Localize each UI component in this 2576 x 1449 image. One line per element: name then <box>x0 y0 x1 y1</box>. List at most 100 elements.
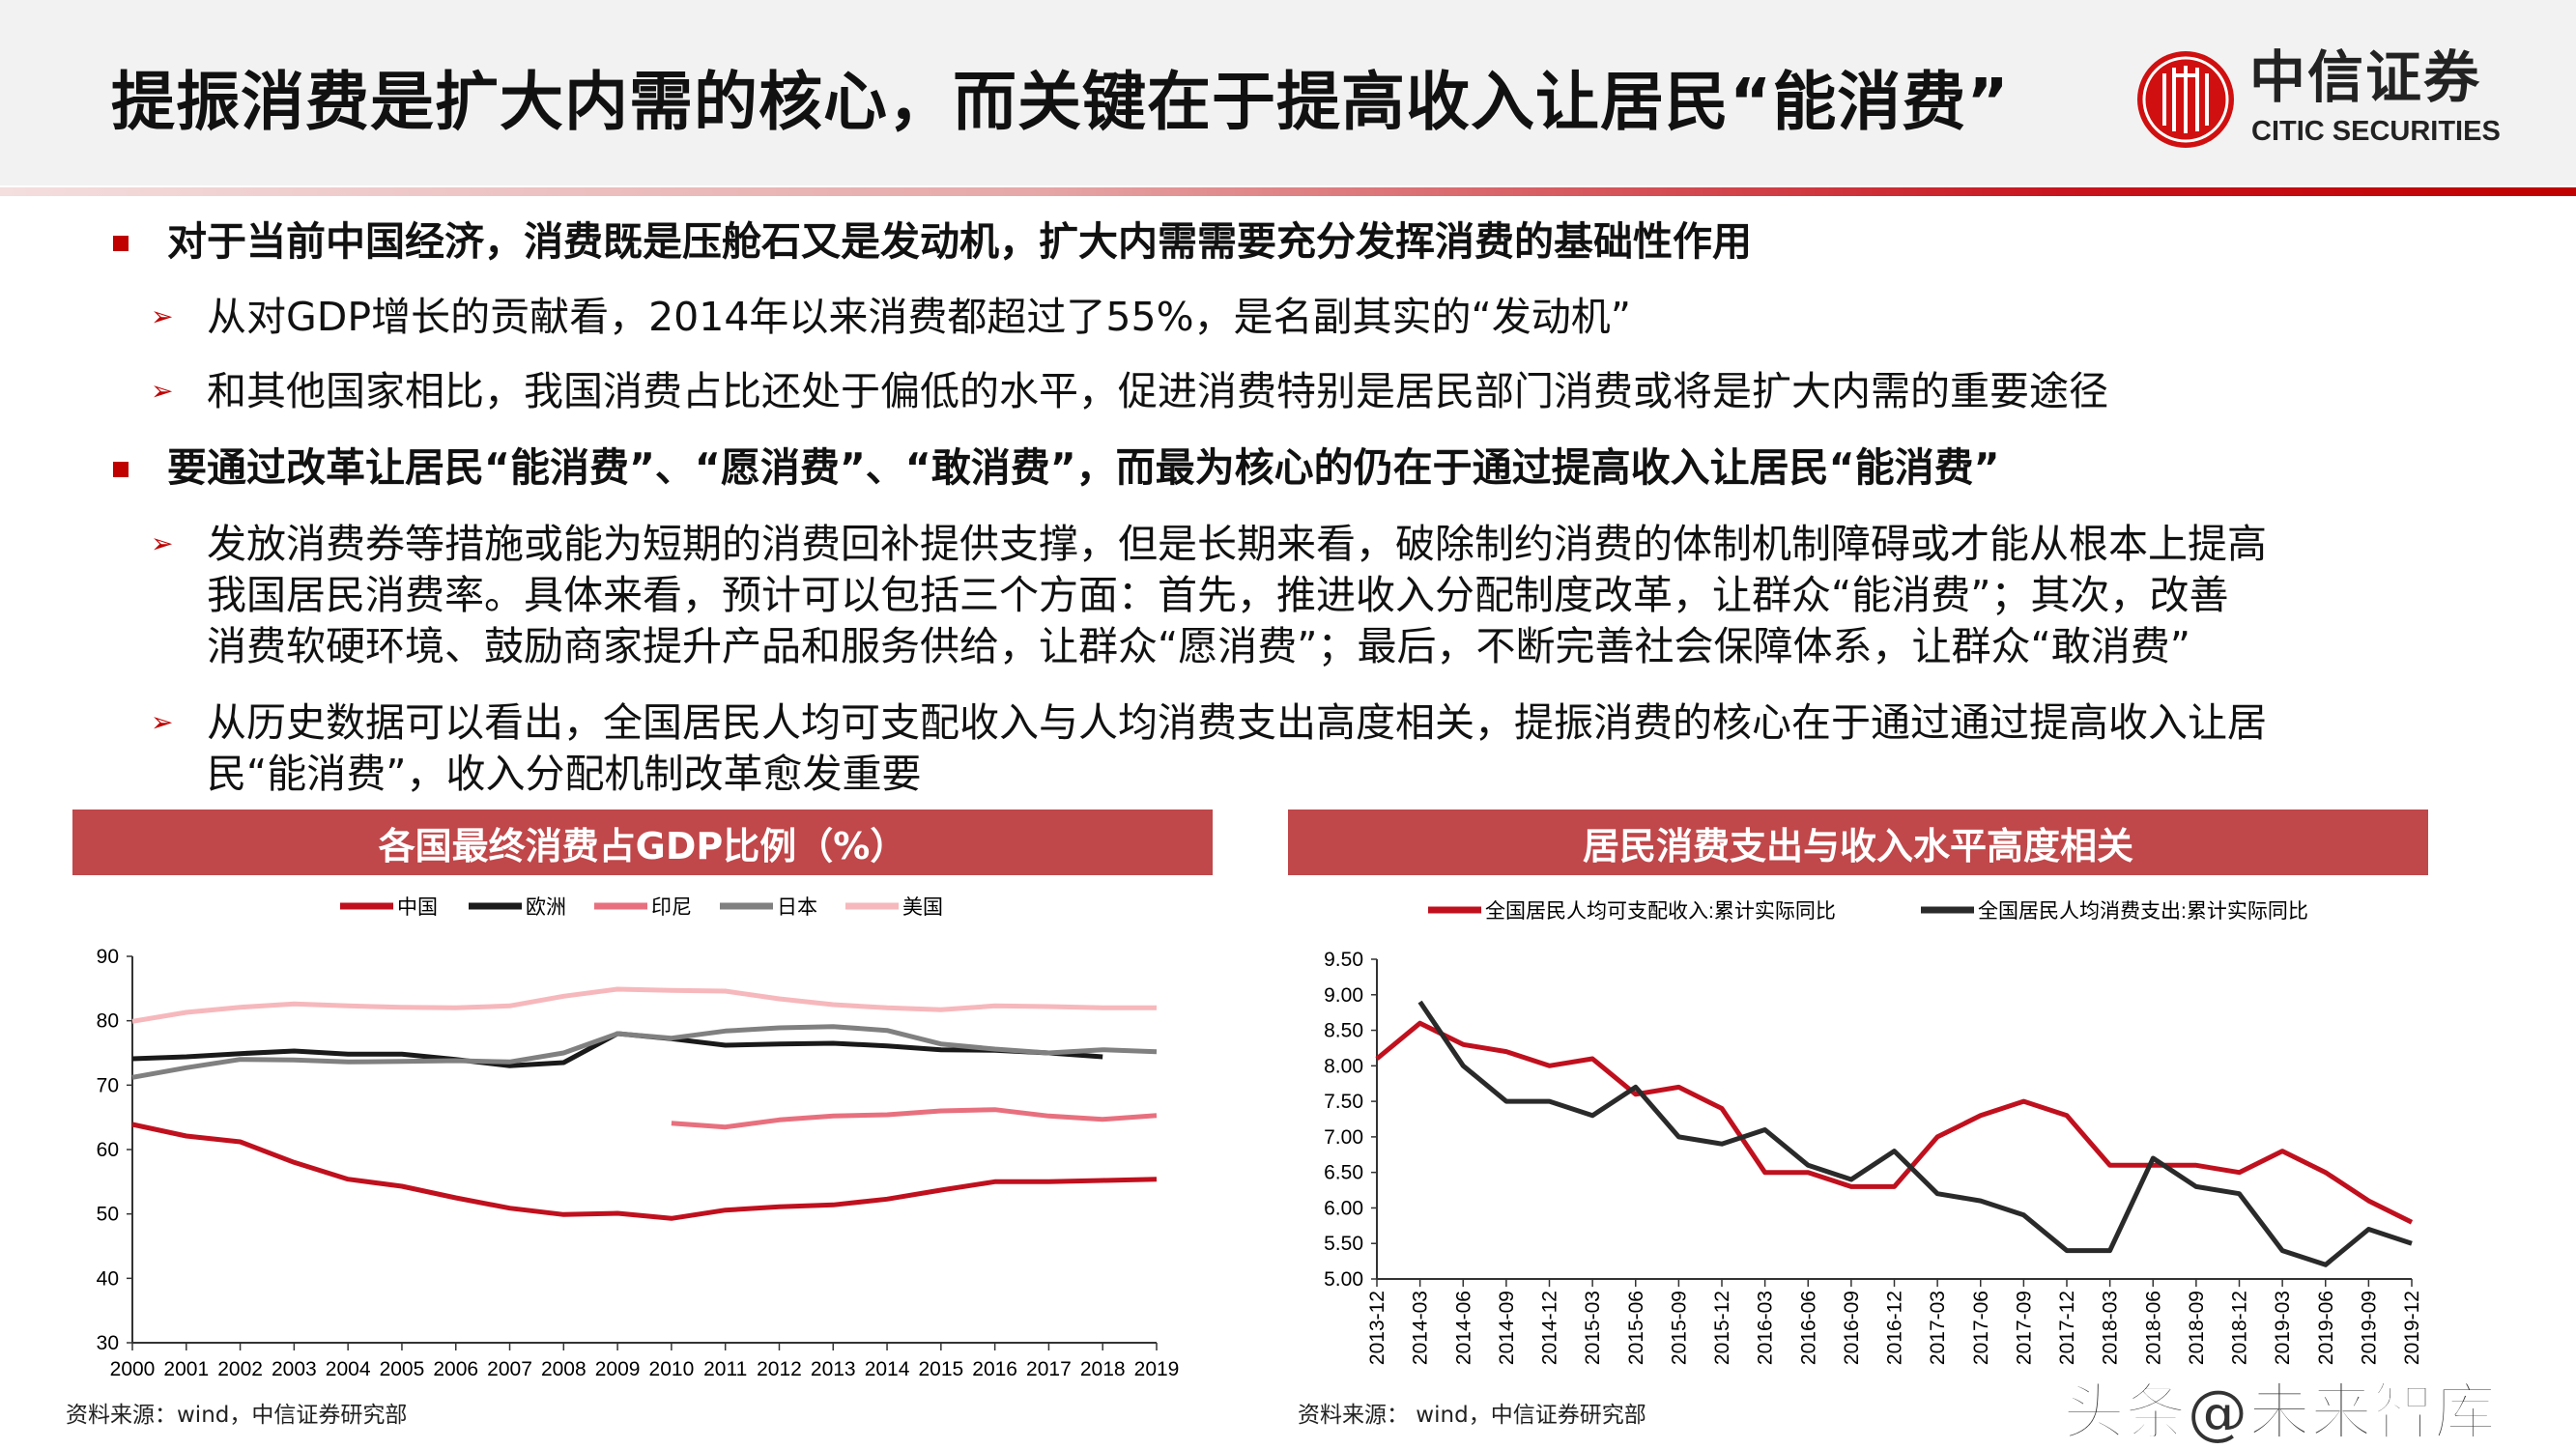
y-tick-label: 70 <box>97 1074 119 1096</box>
x-tick-label: 2014-03 <box>1410 1291 1432 1365</box>
x-tick-label: 2018-12 <box>2229 1291 2251 1365</box>
x-tick-label: 2000 <box>110 1358 156 1380</box>
legend-label-2: 印尼 <box>651 896 692 919</box>
arrow-bullet-icon: ➢ <box>151 300 174 332</box>
x-tick-label: 2003 <box>272 1358 317 1380</box>
series-line-0 <box>131 1122 1158 1221</box>
y-tick-label: 7.00 <box>1324 1126 1363 1149</box>
legend-label-1: 全国居民人均消费支出:累计实际同比 <box>1978 900 2308 923</box>
series-line-0 <box>1375 1020 2414 1225</box>
y-tick-label: 80 <box>97 1010 119 1033</box>
chart-2-source: 资料来源： wind，中信证券研究部 <box>1298 1403 1646 1428</box>
x-tick-label: 2015 <box>918 1358 963 1380</box>
x-tick-label: 2001 <box>163 1358 209 1380</box>
x-tick-label: 2017-03 <box>1927 1291 1949 1365</box>
legend-label-0: 全国居民人均可支配收入:累计实际同比 <box>1485 900 1836 923</box>
x-tick-label: 2005 <box>380 1358 425 1380</box>
x-tick-label: 2014-12 <box>1539 1291 1561 1365</box>
page-title: 提振消费是扩大内需的核心，而关键在于提高收入让居民“能消费” <box>111 65 2010 139</box>
legend-label-3: 日本 <box>777 896 817 919</box>
legend-label-1: 欧洲 <box>526 896 566 919</box>
legend-label-0: 中国 <box>397 896 438 919</box>
y-tick-label: 90 <box>97 946 119 968</box>
x-tick-label: 2018-03 <box>2100 1291 2122 1365</box>
logo-text-en: CITIC SECURITIES <box>2251 116 2501 147</box>
x-tick-label: 2004 <box>326 1358 371 1380</box>
y-tick-label: 9.00 <box>1324 984 1363 1007</box>
x-tick-label: 2019 <box>1134 1358 1180 1380</box>
x-tick-label: 2016 <box>972 1358 1017 1380</box>
y-tick-label: 5.50 <box>1324 1233 1363 1255</box>
legend-label-4: 美国 <box>902 896 943 919</box>
logo-text-cn: 中信证券 <box>2249 44 2482 110</box>
chart-1-source: 资料来源：wind，中信证券研究部 <box>66 1403 408 1428</box>
x-tick-label: 2019-09 <box>2358 1291 2380 1365</box>
x-tick-label: 2015-09 <box>1668 1291 1690 1365</box>
x-tick-label: 2017 <box>1026 1358 1072 1380</box>
y-tick-label: 8.50 <box>1324 1020 1363 1042</box>
x-tick-label: 2009 <box>595 1358 641 1380</box>
bullet-2-1-line-3: 消费软硬环境、鼓励商家提升产品和服务供给，让群众“愿消费”；最后，不断完善社会保… <box>207 623 2190 669</box>
bullet-2-1-line-1: 发放消费券等措施或能为短期的消费回补提供支撑，但是长期来看，破除制约消费的体制机… <box>207 521 2267 567</box>
x-tick-label: 2015-03 <box>1582 1291 1604 1365</box>
x-tick-label: 2017-09 <box>2013 1291 2035 1365</box>
bullet-1: 对于当前中国经济，消费既是压舱石又是发动机，扩大内需需要充分发挥消费的基础性作用 <box>167 218 1752 265</box>
y-tick-label: 6.50 <box>1324 1162 1363 1184</box>
bullet-2-1-line-2: 我国居民消费率。具体来看，预计可以包括三个方面：首先，推进收入分配制度改革，让群… <box>207 572 2229 618</box>
header-divider <box>0 187 2576 196</box>
arrow-bullet-icon: ➢ <box>151 706 174 738</box>
x-tick-label: 2014-06 <box>1452 1291 1474 1365</box>
x-tick-label: 2011 <box>703 1358 747 1380</box>
y-tick-label: 7.50 <box>1324 1091 1363 1113</box>
x-tick-label: 2010 <box>649 1358 695 1380</box>
x-tick-label: 2014 <box>865 1358 910 1380</box>
y-tick-label: 6.00 <box>1324 1197 1363 1219</box>
y-tick-label: 50 <box>97 1204 119 1226</box>
x-tick-label: 2008 <box>541 1358 587 1380</box>
y-tick-label: 9.50 <box>1324 949 1363 971</box>
x-tick-label: 2019-12 <box>2401 1291 2423 1365</box>
x-tick-label: 2013-12 <box>1366 1291 1388 1365</box>
chart-1-title: 各国最终消费占GDP比例（%） <box>72 810 1213 875</box>
bullet-square-icon <box>113 236 129 251</box>
x-tick-label: 2012 <box>757 1358 802 1380</box>
bullet-2: 要通过改革让居民“能消费”、“愿消费”、“敢消费”，而最为核心的仍在于通过提高收… <box>167 444 2000 491</box>
x-tick-label: 2017-12 <box>2056 1291 2078 1365</box>
y-tick-label: 40 <box>97 1267 119 1290</box>
x-tick-label: 2018 <box>1080 1358 1126 1380</box>
chart-1-consumption-share: 30 40 50 60 70 80 90 2000 2001 2002 2003 2004 2005 20… <box>97 896 1180 1380</box>
series-line-3 <box>131 1024 1158 1080</box>
bullet-2-2-line-1: 从历史数据可以看出，全国居民人均可支配收入与人均消费支出高度相关，提振消费的核心… <box>207 699 2267 746</box>
x-tick-label: 2018-06 <box>2142 1291 2164 1365</box>
bullet-2-2-line-2: 民“能消费”，收入分配机制改革愈发重要 <box>207 751 922 797</box>
y-tick-label: 60 <box>97 1139 119 1161</box>
series-line-4 <box>131 986 1157 1024</box>
x-tick-label: 2019-03 <box>2272 1291 2294 1365</box>
series-line-2 <box>671 1107 1158 1130</box>
x-tick-label: 2016-12 <box>1884 1291 1906 1365</box>
x-tick-label: 2017-06 <box>1970 1291 1992 1365</box>
x-tick-label: 2015-12 <box>1711 1291 1733 1365</box>
x-tick-label: 2016-03 <box>1755 1291 1777 1365</box>
y-tick-label: 8.00 <box>1324 1055 1363 1077</box>
citic-emblem-icon <box>2137 51 2234 148</box>
arrow-bullet-icon: ➢ <box>151 375 174 407</box>
arrow-bullet-icon: ➢ <box>151 527 174 559</box>
x-tick-label: 2014-09 <box>1496 1291 1518 1365</box>
x-tick-label: 2018-09 <box>2186 1291 2208 1365</box>
watermark: 头条@未来智库 <box>2062 1378 2497 1449</box>
chart-2-title: 居民消费支出与收入水平高度相关 <box>1288 810 2428 875</box>
bullet-1-1: 从对GDP增长的贡献看，2014年以来消费都超过了55%，是名副其实的“发动机” <box>207 294 1632 340</box>
x-tick-label: 2007 <box>487 1358 532 1380</box>
series-line-1 <box>1417 1000 2413 1267</box>
x-tick-label: 2016-09 <box>1841 1291 1863 1365</box>
citic-logo: 中信证券 CITIC SECURITIES <box>2135 46 2551 153</box>
x-tick-label: 2002 <box>217 1358 263 1380</box>
y-tick-label: 30 <box>97 1332 119 1354</box>
bullet-square-icon <box>113 462 129 477</box>
x-tick-label: 2015-06 <box>1625 1291 1647 1365</box>
x-tick-label: 2013 <box>811 1358 856 1380</box>
x-tick-label: 2006 <box>433 1358 478 1380</box>
y-tick-label: 5.00 <box>1324 1268 1363 1291</box>
x-tick-label: 2019-06 <box>2315 1291 2337 1365</box>
